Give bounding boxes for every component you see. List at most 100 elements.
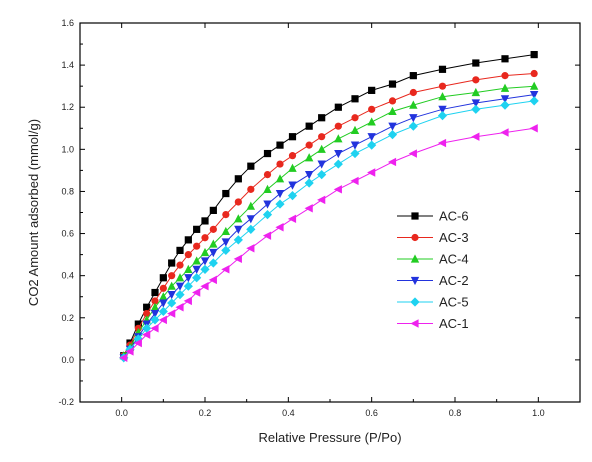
data-point-ac-1 <box>150 324 159 333</box>
data-point-ac-2 <box>234 225 243 234</box>
data-point-ac-6 <box>530 50 538 59</box>
data-point-ac-6 <box>193 225 201 233</box>
data-point-ac-5 <box>233 235 243 245</box>
data-point-ac-3 <box>234 198 242 206</box>
x-axis-label: Relative Pressure (P/Po) <box>258 430 401 445</box>
legend-label-ac-4: AC-4 <box>439 252 469 267</box>
data-point-ac-1 <box>275 223 284 232</box>
data-point-ac-3 <box>288 152 297 160</box>
data-point-ac-1 <box>317 195 326 205</box>
data-point-ac-3 <box>368 105 376 113</box>
y-tick-label: 1.0 <box>61 144 74 154</box>
data-point-ac-4 <box>184 264 193 273</box>
y-tick-label: 0.0 <box>61 355 74 365</box>
data-point-ac-6 <box>438 65 447 73</box>
data-point-ac-3 <box>151 297 159 305</box>
legend-item-ac-6: AC-6 <box>397 209 469 224</box>
data-point-ac-3 <box>276 160 284 168</box>
data-point-ac-2 <box>438 105 447 114</box>
data-point-ac-4 <box>304 153 314 162</box>
series-ac-1 <box>119 124 538 362</box>
data-point-ac-2 <box>334 149 343 159</box>
data-point-ac-6 <box>247 162 255 170</box>
legend-item-ac-1: AC-1 <box>397 316 469 331</box>
data-point-ac-1 <box>367 168 376 177</box>
data-point-ac-6 <box>168 259 176 267</box>
data-point-ac-2 <box>209 248 218 258</box>
data-point-ac-3 <box>334 122 342 130</box>
data-point-ac-1 <box>350 176 359 186</box>
data-point-ac-6 <box>143 303 151 311</box>
legend-marker-ac-6 <box>411 212 419 220</box>
data-point-ac-6 <box>209 206 217 214</box>
data-point-ac-4 <box>263 184 272 193</box>
data-point-ac-2 <box>159 299 168 308</box>
data-point-ac-2 <box>246 215 256 224</box>
data-point-ac-6 <box>388 80 397 88</box>
data-point-ac-3 <box>388 97 397 105</box>
legend-item-ac-2: AC-2 <box>397 273 469 288</box>
data-point-ac-3 <box>168 272 176 280</box>
data-point-ac-6 <box>159 274 167 282</box>
data-point-ac-5 <box>387 129 398 140</box>
legend-marker-ac-5 <box>410 297 420 307</box>
data-point-ac-5 <box>175 290 185 300</box>
data-point-ac-3 <box>209 225 217 233</box>
data-point-ac-1 <box>208 275 217 285</box>
data-point-ac-3 <box>501 72 509 80</box>
data-point-ac-6 <box>234 175 242 183</box>
y-tick-label: 0.8 <box>61 186 74 196</box>
data-point-ac-3 <box>438 82 447 90</box>
data-point-ac-2 <box>529 90 539 100</box>
data-point-ac-4 <box>350 125 360 134</box>
data-point-ac-1 <box>221 265 230 274</box>
data-point-ac-4 <box>388 106 397 116</box>
data-point-ac-3 <box>318 133 326 141</box>
data-point-ac-6 <box>472 59 480 67</box>
y-tick-label: 1.4 <box>61 60 74 70</box>
data-point-ac-4 <box>471 87 481 97</box>
data-point-ac-2 <box>317 160 326 169</box>
data-point-ac-3 <box>201 234 209 242</box>
x-tick-label: 0.6 <box>365 408 378 418</box>
data-point-ac-1 <box>287 214 297 224</box>
data-point-ac-4 <box>275 174 285 183</box>
x-tick-label: 0.4 <box>282 408 295 418</box>
legend-label-ac-3: AC-3 <box>439 230 469 245</box>
data-point-ac-1 <box>233 254 242 264</box>
x-tick-label: 0.2 <box>199 408 212 418</box>
data-point-ac-5 <box>262 210 273 220</box>
data-point-ac-1 <box>333 185 342 194</box>
data-point-ac-1 <box>387 157 397 167</box>
data-point-ac-2 <box>471 99 481 108</box>
data-point-ac-3 <box>143 309 151 318</box>
data-point-ac-2 <box>350 141 360 150</box>
legend: AC-6 AC-3 AC-4 AC-2 AC-5 AC-1 <box>397 209 469 331</box>
legend-marker-ac-1 <box>410 319 419 328</box>
data-point-ac-2 <box>367 133 376 142</box>
data-point-ac-6 <box>501 55 509 63</box>
data-point-ac-6 <box>318 114 326 122</box>
data-point-ac-6 <box>222 189 230 198</box>
data-point-ac-4 <box>438 92 447 101</box>
legend-marker-ac-2 <box>410 276 420 286</box>
legend-marker-ac-3 <box>411 233 419 242</box>
data-point-ac-3 <box>247 185 255 193</box>
data-point-ac-1 <box>529 124 538 133</box>
data-point-ac-6 <box>368 86 376 94</box>
data-point-ac-4 <box>500 83 510 92</box>
data-point-ac-3 <box>159 284 167 292</box>
y-tick-label: 1.2 <box>61 102 74 112</box>
data-point-ac-1 <box>183 296 192 306</box>
data-point-ac-1 <box>175 303 184 312</box>
data-point-ac-6 <box>184 236 192 244</box>
data-point-ac-3 <box>176 261 184 269</box>
data-point-ac-4 <box>367 117 376 126</box>
y-tick-label: 0.4 <box>61 271 74 281</box>
data-point-ac-4 <box>234 214 243 223</box>
data-point-ac-2 <box>388 122 397 131</box>
data-point-ac-2 <box>150 309 160 319</box>
data-point-ac-3 <box>263 171 272 179</box>
data-point-ac-5 <box>158 306 168 317</box>
